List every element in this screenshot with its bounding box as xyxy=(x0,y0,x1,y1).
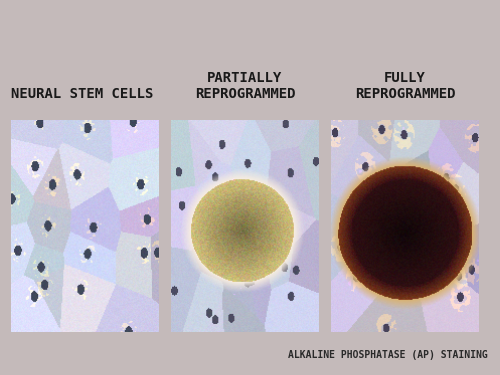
Text: PARTIALLY
REPROGRAMMED: PARTIALLY REPROGRAMMED xyxy=(195,71,295,101)
Text: ALKALINE PHOSPHATASE (AP) STAINING: ALKALINE PHOSPHATASE (AP) STAINING xyxy=(288,350,488,360)
Text: NEURAL STEM CELLS: NEURAL STEM CELLS xyxy=(12,87,154,101)
Text: FULLY
REPROGRAMMED: FULLY REPROGRAMMED xyxy=(355,71,455,101)
